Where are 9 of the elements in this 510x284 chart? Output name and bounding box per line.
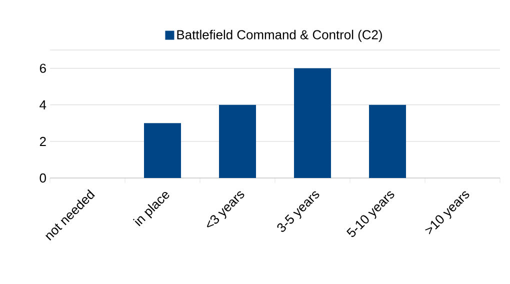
bar bbox=[219, 104, 256, 178]
y-tick-label: 0 bbox=[40, 173, 46, 183]
bar bbox=[144, 123, 182, 178]
bar bbox=[369, 104, 406, 178]
bar bbox=[294, 68, 332, 178]
y-tick-label: 2 bbox=[40, 136, 46, 146]
y-tick-label: 4 bbox=[40, 100, 46, 110]
legend-label: Battlefield Command & Control (C2) bbox=[177, 30, 382, 42]
y-tick-label: 6 bbox=[40, 64, 46, 73]
